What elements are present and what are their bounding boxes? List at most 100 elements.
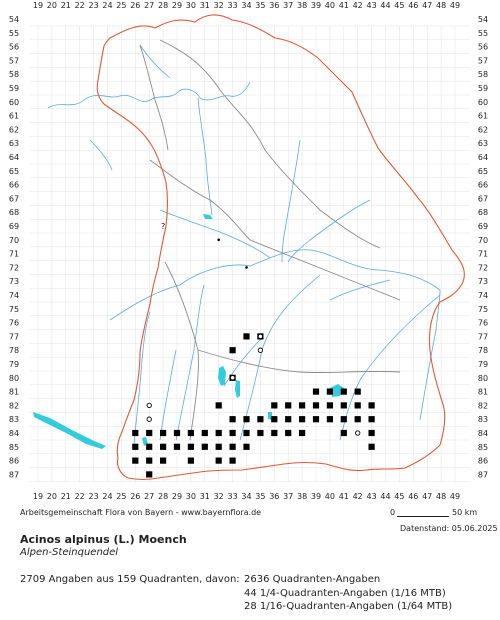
record-full-quadrant — [146, 429, 153, 437]
x-tick-label-top: 36 — [269, 1, 279, 10]
district-niederbayern — [249, 239, 401, 301]
y-tick-label-left: 57 — [9, 56, 19, 65]
record-full-quadrant — [340, 402, 347, 409]
x-tick-label-bottom: 21 — [61, 492, 71, 501]
y-tick-label-left: 72 — [9, 263, 19, 272]
record-full-quadrant — [215, 429, 222, 437]
record-quarter-quadrant — [355, 430, 361, 436]
river-altmuehl — [159, 209, 271, 259]
river-main — [47, 81, 251, 109]
record-full-quadrant — [326, 416, 333, 423]
species-scientific-name: Acinos alpinus (L.) Moench — [20, 533, 187, 546]
x-tick-label-top: 31 — [200, 1, 210, 10]
x-tick-label-top: 47 — [422, 1, 432, 10]
record-full-quadrant — [340, 416, 347, 423]
y-tick-label-left: 58 — [9, 70, 19, 79]
district-boundaries — [139, 39, 401, 441]
x-tick-label-top: 41 — [339, 1, 349, 10]
y-tick-label-right: 66 — [478, 181, 488, 190]
x-tick-label-top: 27 — [144, 1, 154, 10]
x-tick-label-bottom: 42 — [353, 492, 363, 501]
y-tick-label-left: 77 — [9, 332, 19, 341]
y-tick-label-left: 79 — [9, 360, 19, 369]
record-full-quadrant — [326, 388, 333, 395]
record-quarter-quadrant — [257, 333, 264, 340]
record-full-quadrant — [173, 443, 181, 450]
record-full-quadrant — [173, 429, 181, 437]
species-common-name: Alpen-Steinquendel — [20, 547, 119, 558]
occurrence-records: ? — [132, 222, 375, 478]
x-tick-label-bottom: 30 — [186, 492, 196, 501]
distribution-map: 19 20 21 22 23 24 25 26 27 28 29 30 31 32 33 34 35 36 37 38… — [9, 1, 488, 501]
record-full-quadrant — [368, 443, 375, 450]
record-full-quadrant — [187, 457, 194, 464]
y-tick-label-left: 76 — [9, 319, 19, 328]
y-tick-label-right: 61 — [478, 112, 488, 121]
record-full-quadrant — [299, 429, 306, 437]
record-quarter-quadrant — [257, 347, 264, 353]
record-full-quadrant — [160, 429, 167, 437]
y-tick-label-left: 62 — [9, 125, 19, 134]
district-oberpfalz — [264, 149, 381, 249]
y-tick-label-left: 70 — [9, 236, 19, 245]
record-full-quadrant — [257, 416, 264, 423]
y-tick-label-left: 85 — [9, 443, 19, 452]
stats-total: 2709 Angaben aus 159 Quadranten, davon: — [20, 574, 240, 585]
x-tick-label-top: 38 — [297, 1, 307, 10]
x-tick-label-bottom: 38 — [297, 492, 307, 501]
y-tick-label-right: 63 — [478, 139, 488, 148]
y-tick-label-right: 58 — [478, 70, 488, 79]
y-axis-right: 54 55 56 57 58 59 60 61 62 63 64 65 66 67 68 69 70 71 72 73… — [478, 15, 488, 479]
y-tick-label-left: 61 — [9, 112, 19, 121]
y-tick-label-left: 65 — [9, 167, 19, 176]
district-mittelfranken — [149, 159, 251, 241]
y-tick-label-right: 81 — [478, 388, 488, 397]
x-tick-label-top: 29 — [172, 1, 182, 10]
record-full-quadrant — [299, 416, 306, 423]
record-sixteenth-quadrant — [245, 266, 248, 269]
x-tick-label-bottom: 34 — [241, 492, 251, 501]
x-tick-label-top: 40 — [325, 1, 335, 10]
x-tick-label-top: 23 — [89, 1, 99, 10]
record-full-quadrant — [354, 388, 361, 395]
record-full-quadrant — [215, 402, 222, 409]
x-tick-label-top: 28 — [158, 1, 168, 10]
record-full-quadrant — [146, 443, 153, 450]
x-tick-label-bottom: 45 — [394, 492, 404, 501]
data-date: Datenstand: 05.06.2025 — [400, 524, 498, 533]
record-full-quadrant — [271, 402, 278, 409]
x-tick-label-bottom: 39 — [311, 492, 321, 501]
x-tick-label-bottom: 24 — [102, 492, 112, 501]
record-full-quadrant — [271, 416, 278, 423]
record-full-quadrant — [146, 471, 153, 478]
record-full-quadrant — [132, 443, 139, 450]
y-tick-label-right: 75 — [478, 305, 488, 314]
x-tick-label-top: 30 — [186, 1, 196, 10]
y-tick-label-right: 70 — [478, 236, 488, 245]
record-uncertain: ? — [161, 222, 165, 231]
river-salzach — [419, 289, 441, 421]
record-full-quadrant — [215, 443, 222, 450]
y-tick-label-right: 57 — [478, 56, 488, 65]
scale-zero: 0 — [390, 508, 396, 517]
y-tick-label-right: 65 — [478, 167, 488, 176]
x-tick-label-top: 32 — [214, 1, 224, 10]
record-full-quadrant — [354, 402, 361, 409]
x-tick-label-bottom: 23 — [89, 492, 99, 501]
record-full-quadrant — [229, 457, 236, 464]
x-tick-label-top: 19 — [33, 1, 43, 10]
record-full-quadrant — [201, 443, 208, 450]
x-tick-label-bottom: 33 — [228, 492, 238, 501]
y-tick-label-right: 80 — [478, 374, 488, 383]
record-full-quadrant — [229, 347, 236, 354]
y-tick-label-right: 84 — [478, 429, 488, 438]
record-full-quadrant — [160, 443, 167, 450]
y-tick-label-right: 78 — [478, 346, 488, 355]
y-tick-label-left: 56 — [9, 43, 19, 52]
y-tick-label-left: 71 — [9, 250, 19, 259]
y-tick-label-left: 82 — [9, 401, 19, 410]
x-tick-label-bottom: 31 — [200, 492, 210, 501]
x-tick-label-top: 33 — [228, 1, 238, 10]
y-tick-label-right: 76 — [478, 319, 488, 328]
record-full-quadrant — [299, 402, 306, 409]
